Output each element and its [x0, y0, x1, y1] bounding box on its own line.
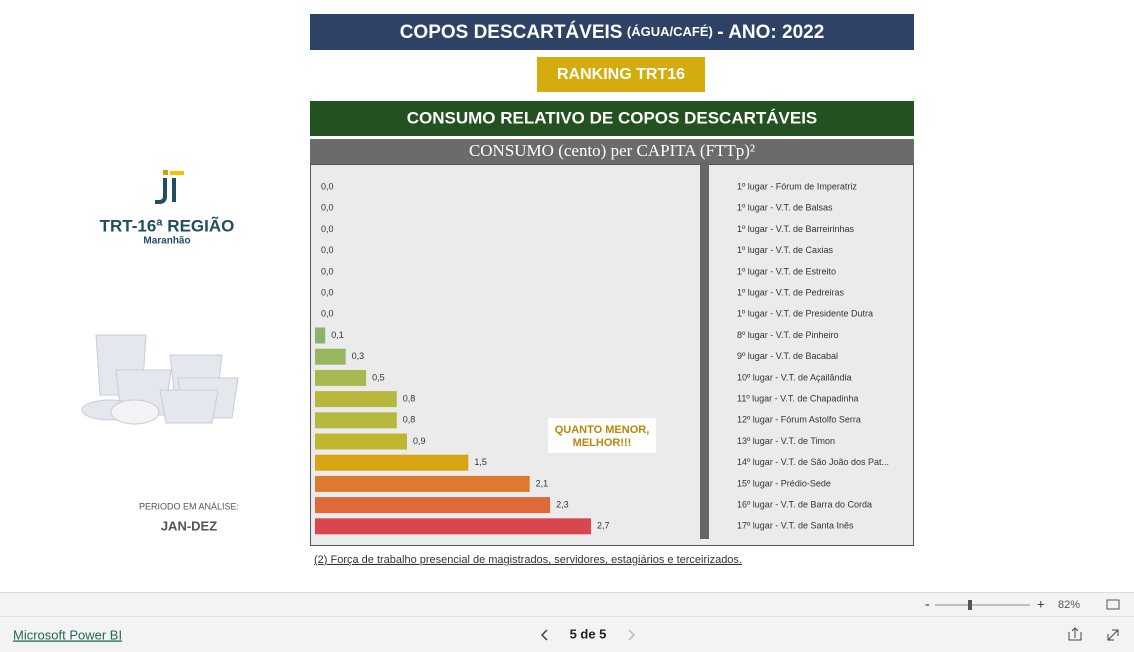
value-label: 2,7: [597, 521, 610, 531]
share-icon[interactable]: [1068, 627, 1082, 641]
category-label: 1º lugar - V.T. de Presidente Dutra: [737, 309, 873, 319]
zoom-thumb[interactable]: [968, 600, 972, 610]
category-label: 16º lugar - V.T. de Barra do Corda: [737, 499, 872, 509]
value-label: 0,0: [321, 203, 334, 213]
value-label: 0,1: [331, 330, 344, 340]
next-page[interactable]: [628, 629, 636, 641]
status-bar: [0, 592, 1134, 652]
bars: 0,0 1º lugar - Fórum de Imperatriz 0,0 1º l…: [315, 181, 889, 535]
title-main: COPOS DESCARTÁVEIS: [400, 21, 623, 43]
fit-icon[interactable]: [1106, 599, 1120, 610]
zoom-in[interactable]: +: [1037, 596, 1045, 611]
title-bar: [310, 14, 914, 50]
bar: [315, 433, 407, 450]
period-value: JAN-DEZ: [161, 518, 217, 533]
prev-page[interactable]: [540, 629, 548, 641]
category-label: 15º lugar - Prédio-Sede: [737, 478, 831, 488]
category-label: 1º lugar - Fórum de Imperatriz: [737, 181, 857, 191]
title-year: - ANO: 2022: [717, 22, 824, 43]
value-label: 0,0: [321, 181, 334, 191]
title-small: (ÁGUA/CAFÉ): [627, 24, 713, 39]
chart-title: CONSUMO RELATIVO DE COPOS DESCARTÁVEIS: [407, 108, 818, 127]
value-label: 0,9: [413, 436, 426, 446]
value-label: 1,5: [474, 457, 487, 467]
brand-link[interactable]: Microsoft Power BI: [13, 627, 122, 642]
category-label: 9º lugar - V.T. de Bacabal: [737, 351, 838, 361]
value-label: 0,0: [321, 224, 334, 234]
value-label: 0,5: [372, 372, 385, 382]
category-label: 1º lugar - V.T. de Balsas: [737, 203, 833, 213]
chart-title-bar: [310, 101, 914, 136]
value-label: 0,8: [403, 393, 416, 403]
period-label: PERIODO EM ANÁLISE:: [139, 501, 239, 511]
category-label: 10º lugar - V.T. de Açailândia: [737, 372, 852, 382]
category-label: 11º lugar - V.T. de Chapadinha: [737, 393, 858, 403]
value-label: 0,0: [321, 309, 334, 319]
logo-state: Maranhão: [143, 236, 190, 247]
category-label: 1º lugar - V.T. de Barreirinhas: [737, 224, 855, 234]
bar: [315, 369, 367, 386]
value-label: 0,0: [321, 245, 334, 255]
bar: [315, 391, 397, 408]
annotation: QUANTO MENOR,: [555, 424, 650, 436]
subtitle-bar: [310, 139, 914, 164]
logo-name: TRT-16ª REGIÃO: [100, 215, 235, 235]
value-label: 2,3: [556, 499, 569, 509]
value-label: 0,8: [403, 415, 416, 425]
bar: [315, 327, 326, 344]
bar: [315, 475, 530, 492]
footnote: (2) Força de trabalho presencial de magi…: [314, 554, 742, 566]
bar: [315, 348, 346, 365]
value-label: 0,3: [352, 351, 365, 361]
zoom-level: 82%: [1058, 599, 1080, 611]
divider: [700, 162, 709, 539]
logo-icon: [155, 170, 184, 204]
category-label: 17º lugar - V.T. de Santa Inês: [737, 521, 854, 531]
value-label: 2,1: [536, 478, 549, 488]
category-label: 1º lugar - V.T. de Estreito: [737, 266, 836, 276]
category-label: 8º lugar - V.T. de Pinheiro: [737, 330, 839, 340]
category-label: 12º lugar - Fórum Astolfo Serra: [737, 415, 861, 425]
bar: [315, 454, 469, 471]
chart-subtitle: CONSUMO (cento) per CAPITA (FTTp)²: [469, 141, 755, 160]
fullscreen-icon[interactable]: [1107, 629, 1119, 641]
category-label: 13º lugar - V.T. de Timon: [737, 436, 835, 446]
page-indicator: 5 de 5: [570, 626, 607, 641]
bar: [315, 518, 591, 535]
bar: [315, 412, 397, 429]
annotation: MELHOR!!!: [573, 437, 632, 449]
badge-text: RANKING TRT16: [557, 66, 685, 83]
category-label: 14º lugar - V.T. de São João dos Pat...: [737, 457, 889, 467]
cups-image: [81, 334, 239, 425]
badge: [537, 57, 705, 92]
category-label: 1º lugar - V.T. de Pedreiras: [737, 287, 845, 297]
value-label: 0,0: [321, 266, 334, 276]
category-label: 1º lugar - V.T. de Caxias: [737, 245, 834, 255]
zoom-out[interactable]: -: [925, 596, 930, 612]
value-label: 0,0: [321, 287, 334, 297]
report-title: COPOS DESCARTÁVEIS (ÁGUA/CAFÉ) - ANO: 20…: [400, 21, 825, 43]
annotation-box: [548, 418, 656, 453]
bar: [315, 497, 551, 514]
